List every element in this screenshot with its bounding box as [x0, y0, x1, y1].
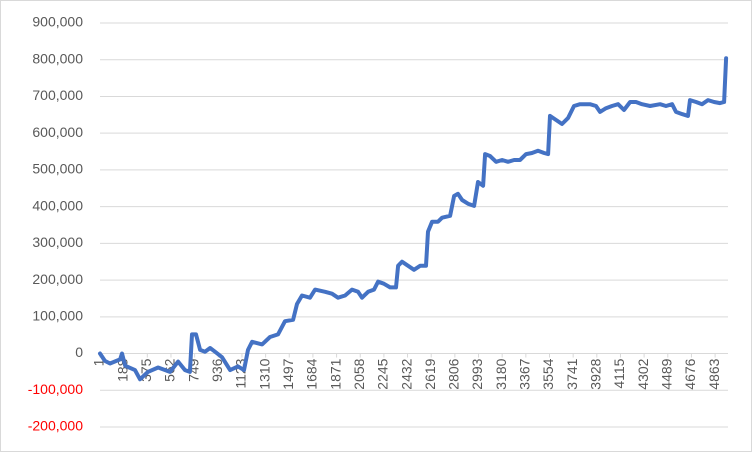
x-tick-label: 2245 [375, 358, 391, 389]
x-tick-label: 4115 [611, 358, 627, 388]
y-tick-label: 0 [75, 344, 83, 360]
x-tick-label: 1 [91, 358, 107, 366]
x-tick-label: 1310 [256, 358, 272, 389]
x-tick-label: 3741 [564, 358, 580, 389]
y-tick-label: 300,000 [32, 234, 83, 250]
x-tick-label: 3554 [540, 358, 556, 389]
y-tick-label: 600,000 [32, 124, 83, 140]
x-tick-label: 1684 [304, 358, 320, 389]
y-tick-label: 500,000 [32, 161, 83, 177]
x-tick-label: 3180 [493, 358, 509, 389]
y-tick-label: 400,000 [32, 197, 83, 213]
y-tick-label: 900,000 [32, 14, 83, 30]
x-tick-label: 936 [209, 358, 225, 382]
x-tick-label: 3928 [588, 358, 604, 389]
x-tick-label: 2619 [422, 358, 438, 389]
data-line [98, 56, 729, 382]
y-tick-label: 700,000 [32, 87, 83, 103]
y-tick-label: -200,000 [28, 418, 83, 434]
y-tick-label: 100,000 [32, 308, 83, 324]
x-tick-label: 2806 [446, 358, 462, 389]
x-tick-label: 3367 [517, 358, 533, 389]
x-tick-label: 4489 [658, 358, 674, 389]
x-tick-label: 2993 [469, 358, 485, 389]
y-tick-label: -100,000 [28, 381, 83, 397]
x-tick-label: 4863 [706, 358, 722, 389]
x-tick-label: 2058 [351, 358, 367, 389]
y-tick-label: 200,000 [32, 271, 83, 287]
y-tick-label: 800,000 [32, 50, 83, 66]
x-tick-label: 1871 [327, 358, 343, 389]
x-tick-label: 4302 [635, 358, 651, 389]
x-tick-label: 2432 [398, 358, 414, 389]
x-tick-label: 1497 [280, 358, 296, 389]
x-tick-label: 4676 [682, 358, 698, 389]
